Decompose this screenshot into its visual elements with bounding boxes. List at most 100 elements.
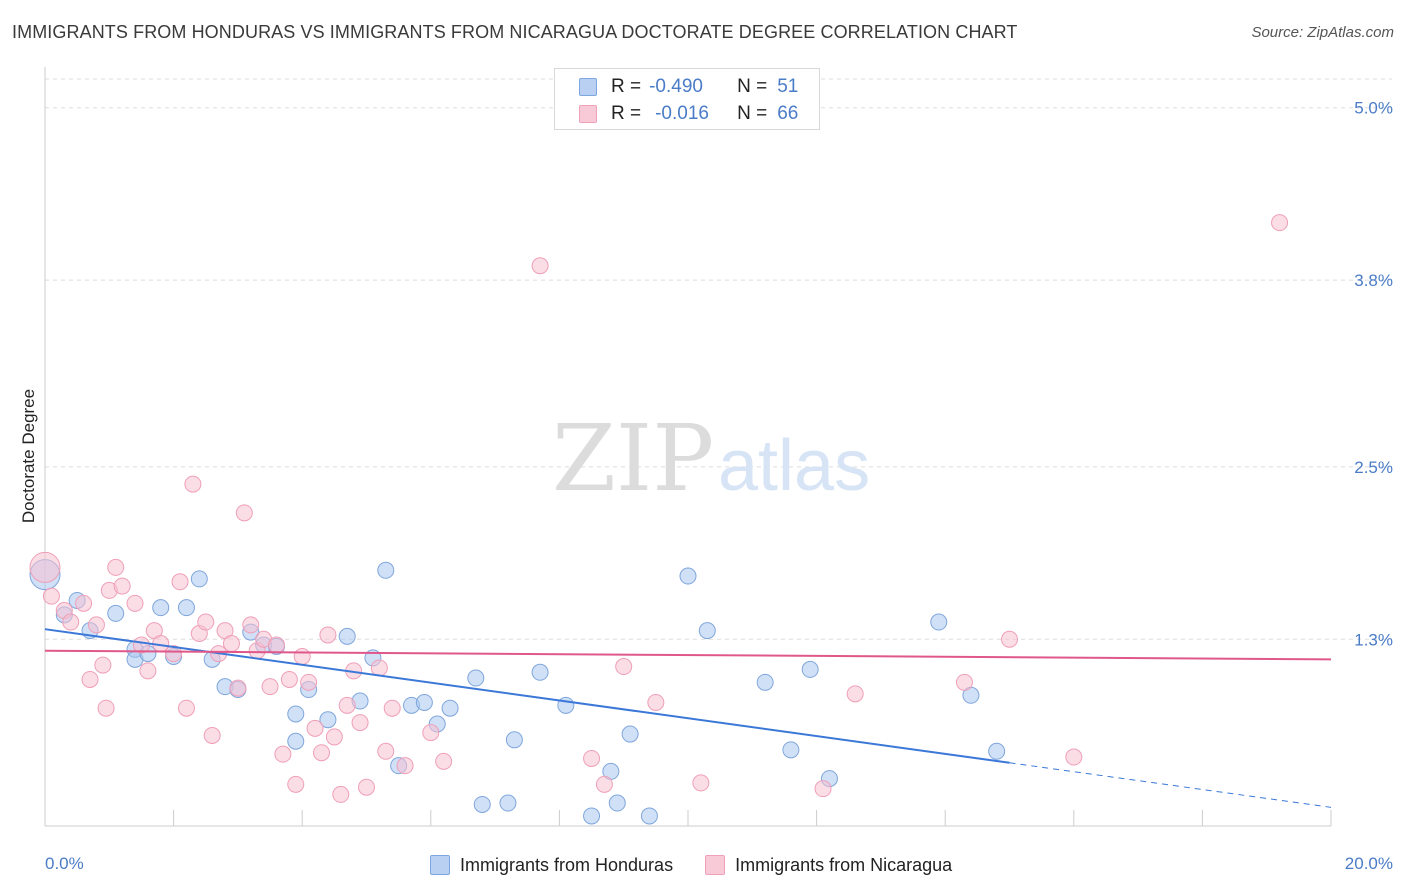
point-honduras: [319, 711, 337, 729]
watermark-atlas: atlas: [718, 426, 870, 506]
chart-title: IMMIGRANTS FROM HONDURAS VS IMMIGRANTS F…: [12, 22, 1018, 42]
point-nicaragua: [87, 616, 105, 634]
legend-n-value-honduras: 51: [777, 76, 799, 97]
legend-row-honduras: R = -0.490 N = 51: [579, 75, 798, 99]
point-nicaragua: [171, 573, 189, 591]
legend-r-label: R =: [611, 103, 642, 124]
correlation-legend: R = -0.490 N = 51 R = -0.016 N = 66: [554, 68, 820, 130]
point-honduras: [531, 663, 549, 681]
point-nicaragua: [126, 594, 144, 612]
legend-n-label: N =: [737, 76, 768, 97]
legend-r-label: R =: [611, 76, 642, 97]
point-honduras: [698, 622, 716, 640]
source-label: Source: ZipAtlas.com: [1251, 24, 1394, 41]
point-nicaragua: [383, 699, 401, 717]
point-honduras: [621, 725, 639, 743]
point-honduras: [988, 742, 1006, 760]
point-nicaragua: [165, 645, 183, 663]
point-honduras: [756, 673, 774, 691]
trend-line-nicaragua: [44, 649, 1332, 661]
watermark-zip: ZIP: [552, 405, 714, 512]
point-nicaragua: [319, 626, 337, 644]
point-honduras: [441, 699, 459, 717]
legend-n-label: N =: [737, 103, 768, 124]
point-nicaragua: [396, 757, 414, 775]
trend-line-honduras: [44, 628, 1010, 764]
legend-r-value-honduras: -0.490: [649, 76, 703, 97]
point-nicaragua: [955, 673, 973, 691]
point-nicaragua: [1271, 214, 1289, 232]
point-nicaragua: [647, 693, 665, 711]
point-nicaragua: [692, 774, 710, 792]
x-tick-label: 20.0%: [1345, 854, 1393, 873]
legend-label-nicaragua: Immigrants from Nicaragua: [735, 854, 953, 875]
point-honduras: [190, 570, 208, 588]
point-nicaragua: [203, 726, 221, 744]
point-honduras: [377, 561, 395, 579]
point-nicaragua: [1001, 630, 1018, 648]
point-honduras: [415, 693, 433, 711]
series-nicaragua-points: [29, 214, 1289, 803]
point-nicaragua: [113, 577, 131, 595]
point-nicaragua: [42, 587, 60, 605]
point-honduras: [608, 794, 626, 812]
point-nicaragua: [177, 699, 195, 717]
legend-item-nicaragua: Immigrants from Nicaragua: [705, 855, 952, 876]
point-nicaragua: [1065, 748, 1083, 766]
point-nicaragua: [287, 775, 305, 793]
point-nicaragua: [235, 504, 253, 522]
point-nicaragua: [280, 670, 298, 688]
axes: [44, 67, 1332, 827]
point-nicaragua: [94, 656, 112, 674]
legend-swatch-honduras: [579, 78, 597, 96]
grid-lines: [45, 78, 1392, 640]
point-nicaragua: [261, 678, 279, 696]
point-nicaragua: [107, 558, 125, 576]
point-nicaragua: [184, 475, 202, 493]
series-legend: Immigrants from Honduras Immigrants from…: [430, 852, 984, 878]
legend-row-nicaragua: R = -0.016 N = 66: [579, 102, 798, 126]
point-nicaragua: [81, 670, 99, 688]
legend-swatch-nicaragua: [579, 105, 597, 123]
point-nicaragua: [306, 719, 324, 737]
point-nicaragua: [274, 745, 292, 763]
y-tick-labels: 1.3% 2.5% 3.8% 5.0%: [1354, 99, 1393, 650]
point-honduras: [467, 669, 485, 687]
point-nicaragua: [332, 785, 350, 803]
point-nicaragua: [583, 749, 601, 767]
point-honduras: [583, 807, 601, 825]
point-honduras: [338, 627, 356, 645]
point-honduras: [782, 741, 800, 759]
point-nicaragua: [377, 742, 395, 760]
legend-swatch-honduras: [430, 855, 450, 875]
point-nicaragua: [267, 636, 285, 654]
point-nicaragua: [75, 594, 93, 612]
point-nicaragua: [229, 679, 247, 697]
point-nicaragua: [293, 647, 311, 665]
y-axis-label: Doctorate Degree: [19, 389, 38, 523]
point-honduras: [640, 807, 658, 825]
point-nicaragua: [351, 714, 369, 732]
point-honduras: [499, 794, 517, 812]
point-nicaragua: [139, 662, 157, 680]
point-nicaragua: [97, 699, 115, 717]
point-nicaragua: [222, 635, 240, 653]
y-tick-label: 5.0%: [1354, 99, 1393, 118]
point-nicaragua: [846, 685, 864, 703]
legend-swatch-nicaragua: [705, 855, 726, 875]
point-honduras: [107, 604, 125, 622]
trend-lines: [44, 628, 1332, 808]
y-tick-label: 3.8%: [1354, 271, 1393, 290]
point-nicaragua: [300, 673, 318, 691]
point-honduras: [505, 731, 523, 749]
watermark: ZIP atlas: [552, 405, 870, 512]
point-nicaragua: [62, 613, 80, 631]
point-nicaragua: [312, 744, 330, 762]
point-honduras: [930, 613, 948, 631]
point-honduras: [801, 660, 819, 678]
legend-label-honduras: Immigrants from Honduras: [460, 854, 674, 875]
point-honduras: [287, 732, 305, 750]
x-tick-label: 0.0%: [45, 854, 84, 873]
point-nicaragua: [370, 659, 388, 677]
